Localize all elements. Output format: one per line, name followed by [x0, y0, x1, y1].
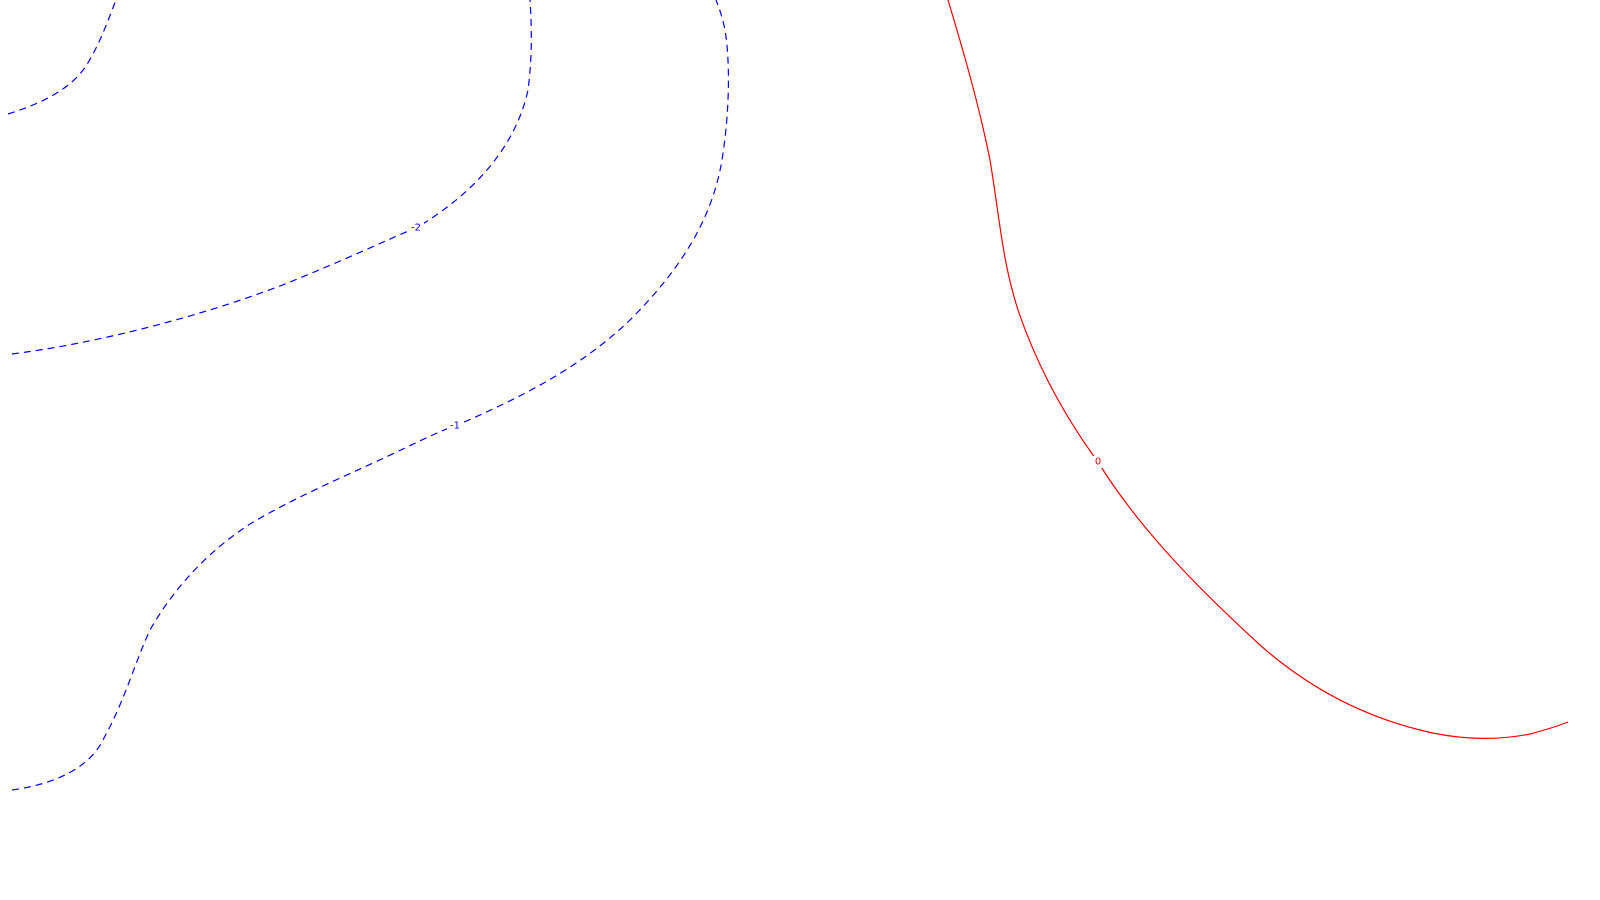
contour-lines — [7, 0, 1569, 791]
contour-labels: -2 -1 0 — [408, 222, 1104, 468]
label-gap-minus-2 — [408, 222, 424, 234]
contour-line-level-minus-1 — [11, 0, 730, 791]
contour-label-zero: 0 — [1095, 457, 1101, 468]
contour-line-level-minus-2 — [7, 0, 117, 115]
contour-label-minus-1: -1 — [450, 421, 460, 432]
label-gap-zero — [1092, 456, 1104, 468]
label-gap-minus-1 — [447, 420, 463, 432]
contour-label-minus-2: -2 — [411, 223, 421, 234]
contour-line-level-minus-2-1 — [11, 0, 532, 355]
contour-line-level-0 — [947, 0, 1569, 739]
